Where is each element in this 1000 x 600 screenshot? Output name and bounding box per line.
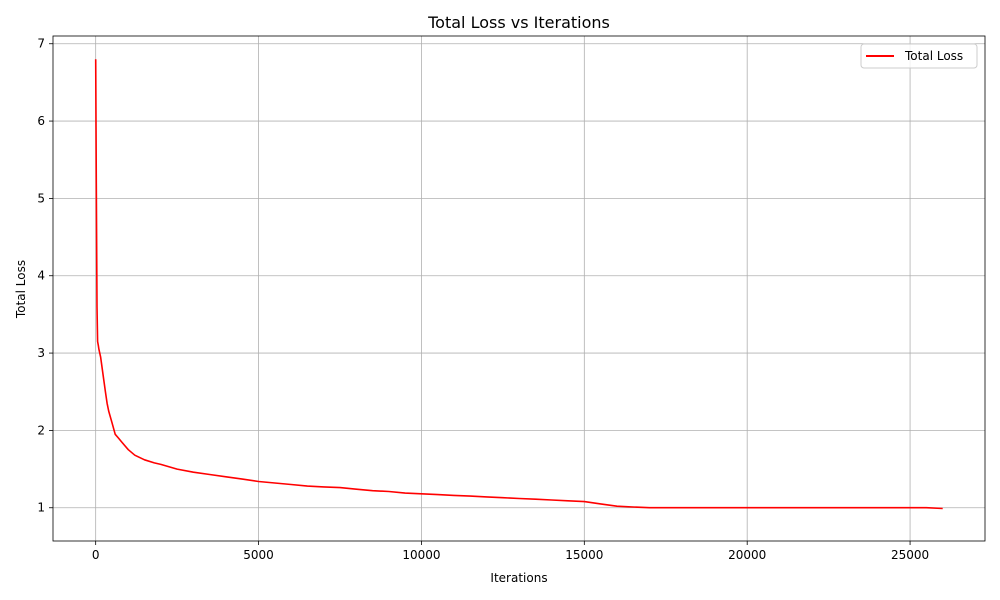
y-tick-label: 3 (37, 346, 45, 360)
x-axis: 0 5000 10000 15000 20000 25000 (92, 541, 929, 562)
grid (53, 36, 985, 541)
y-tick-label: 2 (37, 423, 45, 437)
y-tick-label: 4 (37, 269, 45, 283)
x-tick-label: 15000 (565, 548, 603, 562)
legend-label: Total Loss (904, 49, 963, 63)
plot-frame (52, 35, 986, 542)
y-tick-label: 7 (37, 37, 45, 51)
x-axis-label: Iterations (490, 571, 547, 585)
x-tick-label: 0 (92, 548, 100, 562)
x-tick-label: 20000 (728, 548, 766, 562)
series-line-total-loss (94, 59, 943, 510)
x-tick-label: 10000 (402, 548, 440, 562)
y-tick-label: 1 (37, 501, 45, 515)
legend: Total Loss (860, 43, 978, 69)
y-tick-label: 5 (37, 191, 45, 205)
x-tick-label: 5000 (243, 548, 274, 562)
y-tick-label: 6 (37, 114, 45, 128)
x-tick-label: 25000 (891, 548, 929, 562)
y-axis-label: Total Loss (14, 260, 28, 319)
series-layer (94, 59, 943, 510)
chart-title: Total Loss vs Iterations (427, 13, 610, 32)
y-axis: 1 2 3 4 5 6 7 (37, 37, 53, 515)
legend-box (860, 43, 978, 69)
